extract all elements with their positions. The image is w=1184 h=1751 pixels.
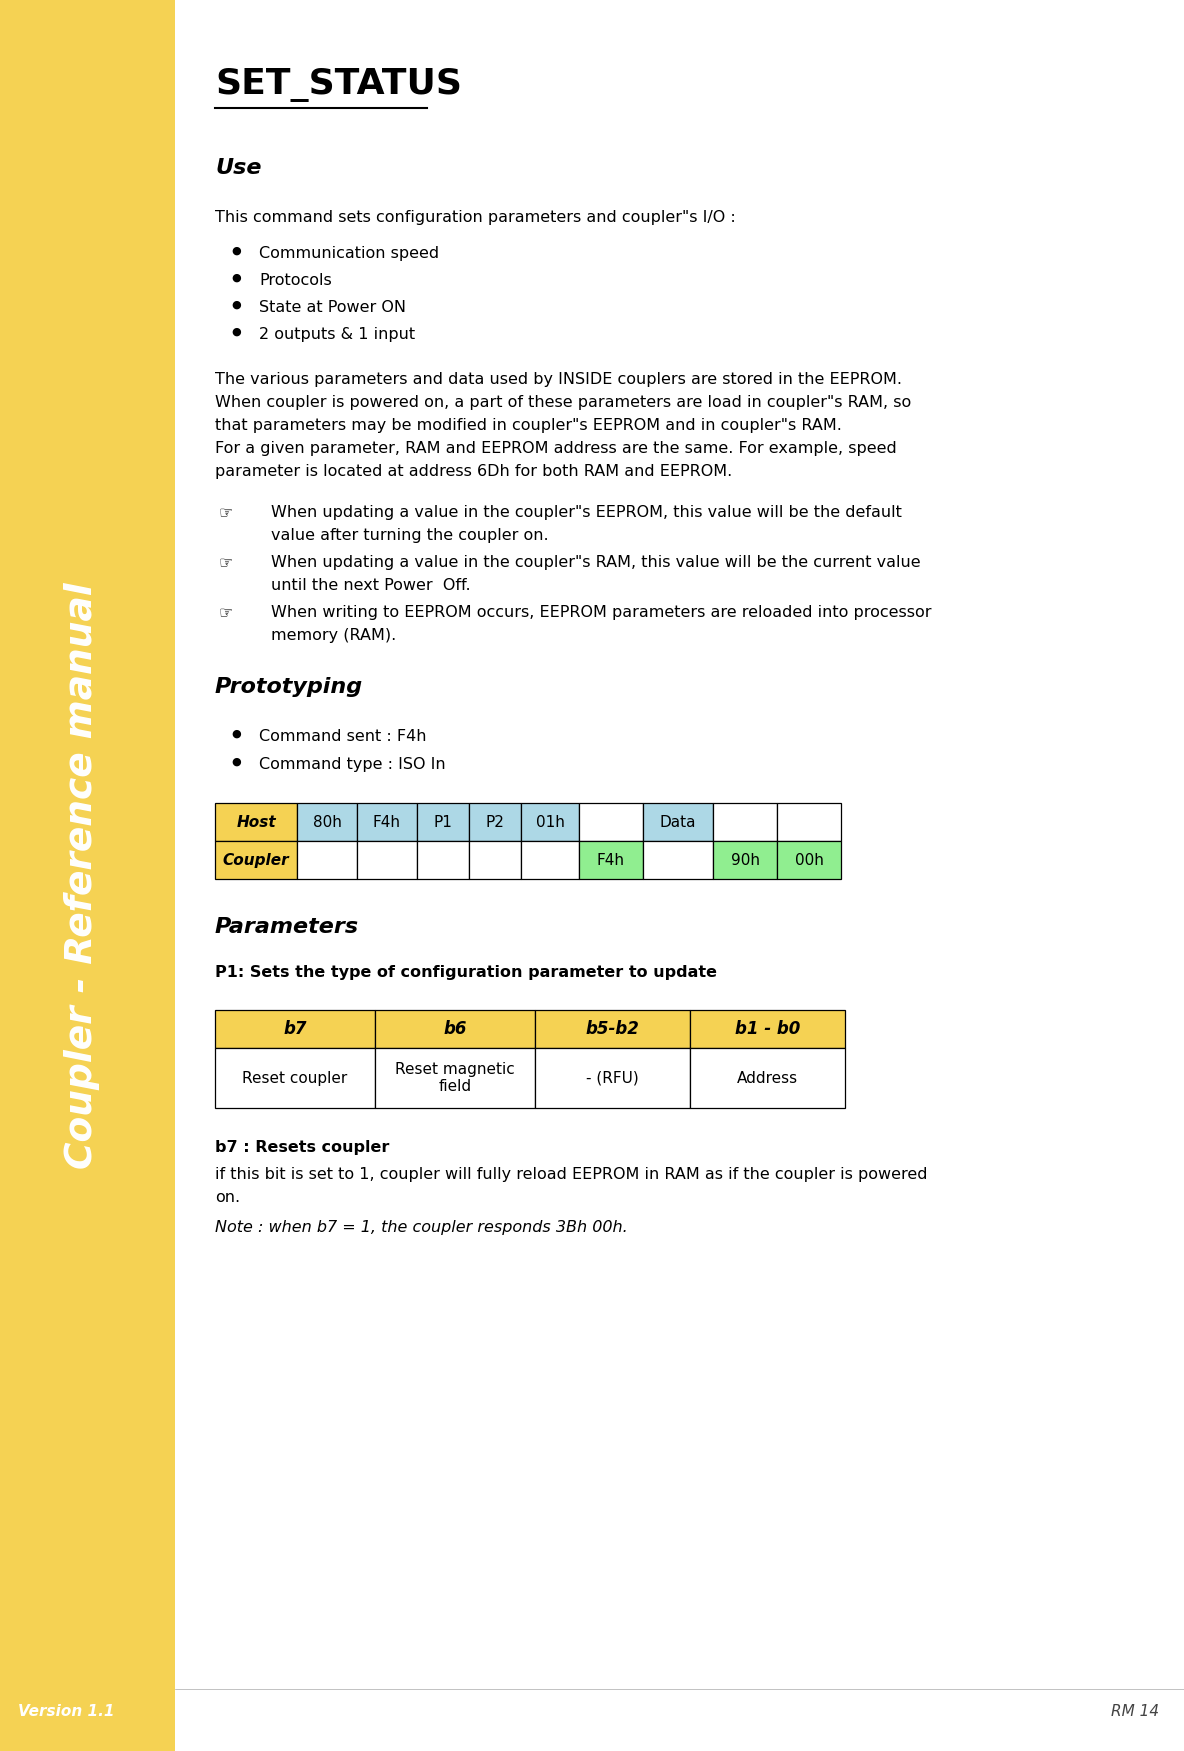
Bar: [297, 804, 358, 840]
Bar: [375, 1049, 535, 1108]
Text: Coupler - Reference manual: Coupler - Reference manual: [64, 581, 101, 1170]
Bar: [690, 1049, 845, 1108]
Bar: [469, 840, 521, 879]
Text: ☞: ☞: [219, 504, 233, 520]
Text: 01h: 01h: [535, 814, 565, 830]
Text: P1: Sets the type of configuration parameter to update: P1: Sets the type of configuration param…: [215, 965, 718, 981]
Bar: [713, 840, 777, 879]
Text: ●: ●: [231, 327, 240, 336]
Bar: [713, 804, 777, 840]
Text: ☞: ☞: [219, 606, 233, 620]
Text: Reset magnetic
field: Reset magnetic field: [395, 1061, 515, 1094]
Text: b5-b2: b5-b2: [586, 1021, 639, 1038]
Text: Communication speed: Communication speed: [259, 245, 439, 261]
Text: SET_STATUS: SET_STATUS: [215, 68, 462, 102]
Text: Version 1.1: Version 1.1: [18, 1704, 115, 1718]
Text: Prototyping: Prototyping: [215, 678, 363, 697]
Text: P2: P2: [485, 814, 504, 830]
Text: When writing to EEPROM occurs, EEPROM parameters are reloaded into processor: When writing to EEPROM occurs, EEPROM pa…: [271, 606, 932, 620]
Text: Protocols: Protocols: [259, 273, 332, 287]
Text: When updating a value in the coupler"s EEPROM, this value will be the default: When updating a value in the coupler"s E…: [271, 504, 902, 520]
Bar: [579, 840, 643, 879]
Text: 80h: 80h: [313, 814, 341, 830]
Text: ●: ●: [231, 756, 240, 767]
Bar: [521, 804, 579, 840]
Bar: [215, 804, 297, 840]
Text: Command sent : F4h: Command sent : F4h: [259, 728, 426, 744]
Text: Data: Data: [659, 814, 696, 830]
Text: that parameters may be modified in coupler"s EEPROM and in coupler"s RAM.: that parameters may be modified in coupl…: [215, 418, 842, 432]
Bar: [469, 804, 521, 840]
Bar: [375, 1010, 535, 1049]
Bar: [358, 804, 417, 840]
Text: 2 outputs & 1 input: 2 outputs & 1 input: [259, 327, 416, 341]
Text: memory (RAM).: memory (RAM).: [271, 629, 397, 643]
Text: Host: Host: [236, 814, 276, 830]
Bar: [535, 1010, 690, 1049]
Text: When updating a value in the coupler"s RAM, this value will be the current value: When updating a value in the coupler"s R…: [271, 555, 921, 571]
Bar: [777, 840, 841, 879]
Bar: [535, 1049, 690, 1108]
Bar: [579, 804, 643, 840]
Text: Command type : ISO In: Command type : ISO In: [259, 756, 445, 772]
Text: P1: P1: [433, 814, 452, 830]
Text: Use: Use: [215, 158, 262, 179]
Text: F4h: F4h: [373, 814, 401, 830]
Text: value after turning the coupler on.: value after turning the coupler on.: [271, 529, 548, 543]
Bar: [690, 1010, 845, 1049]
Text: This command sets configuration parameters and coupler"s I/O :: This command sets configuration paramete…: [215, 210, 735, 224]
Text: if this bit is set to 1, coupler will fully reload EEPROM in RAM as if the coupl: if this bit is set to 1, coupler will fu…: [215, 1166, 927, 1182]
Bar: [297, 840, 358, 879]
Text: on.: on.: [215, 1191, 240, 1205]
Text: Reset coupler: Reset coupler: [243, 1070, 348, 1086]
Text: Address: Address: [736, 1070, 798, 1086]
Text: When coupler is powered on, a part of these parameters are load in coupler"s RAM: When coupler is powered on, a part of th…: [215, 396, 912, 410]
Text: parameter is located at address 6Dh for both RAM and EEPROM.: parameter is located at address 6Dh for …: [215, 464, 732, 480]
Text: ☞: ☞: [219, 555, 233, 571]
Text: 90h: 90h: [731, 853, 759, 867]
Text: ●: ●: [231, 728, 240, 739]
Text: Parameters: Parameters: [215, 918, 359, 937]
Text: b7 : Resets coupler: b7 : Resets coupler: [215, 1140, 390, 1156]
Text: RM 14: RM 14: [1111, 1704, 1159, 1718]
Bar: [215, 1049, 375, 1108]
Text: ●: ●: [231, 273, 240, 284]
Text: State at Power ON: State at Power ON: [259, 299, 406, 315]
Text: until the next Power  Off.: until the next Power Off.: [271, 578, 470, 594]
Text: ●: ●: [231, 299, 240, 310]
Text: 00h: 00h: [794, 853, 823, 867]
Text: The various parameters and data used by INSIDE couplers are stored in the EEPROM: The various parameters and data used by …: [215, 371, 902, 387]
Text: F4h: F4h: [597, 853, 625, 867]
Text: b1 - b0: b1 - b0: [735, 1021, 800, 1038]
Bar: [643, 840, 713, 879]
Bar: [0, 0, 175, 1751]
Bar: [417, 804, 469, 840]
Text: b7: b7: [283, 1021, 307, 1038]
Bar: [777, 804, 841, 840]
Bar: [215, 1010, 375, 1049]
Bar: [643, 804, 713, 840]
Bar: [521, 840, 579, 879]
Text: - (RFU): - (RFU): [586, 1070, 639, 1086]
Bar: [358, 840, 417, 879]
Text: b6: b6: [443, 1021, 466, 1038]
Text: For a given parameter, RAM and EEPROM address are the same. For example, speed: For a given parameter, RAM and EEPROM ad…: [215, 441, 896, 455]
Text: Note : when b7 = 1, the coupler responds 3Bh 00h.: Note : when b7 = 1, the coupler responds…: [215, 1220, 628, 1234]
Bar: [417, 840, 469, 879]
Text: ●: ●: [231, 245, 240, 256]
Bar: [215, 840, 297, 879]
Text: Coupler: Coupler: [223, 853, 289, 867]
